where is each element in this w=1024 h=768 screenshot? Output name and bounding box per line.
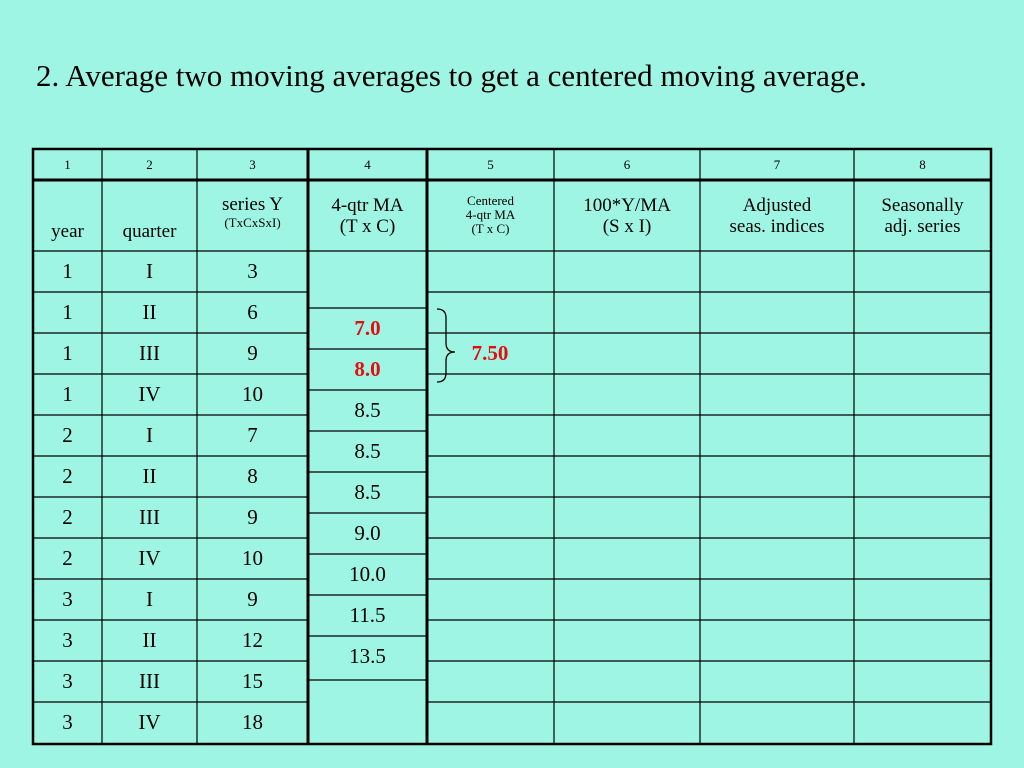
column-number-7: 7 — [773, 156, 781, 172]
header-year: year — [51, 220, 84, 242]
cell-series-y: 10 — [242, 381, 263, 406]
cell-series-y: 6 — [247, 299, 258, 324]
cell-quarter: II — [142, 299, 157, 324]
cell-quarter: I — [146, 586, 153, 611]
header-ratio-line2: (S x I) — [602, 216, 652, 237]
cell-quarter: III — [139, 504, 160, 529]
centered-value: 7.50 — [471, 341, 509, 366]
header-series-y: series Y (TxCxSxI) — [197, 188, 308, 238]
brace-icon — [436, 308, 456, 383]
header-ratio-line1: 100*Y/MA — [583, 195, 671, 217]
cell-year: 2 — [62, 504, 73, 529]
header-centered-line2: 4-qtr MA — [465, 206, 516, 222]
cell-year: 1 — [62, 299, 73, 324]
cell-moving-average: 7.0 — [354, 315, 381, 340]
cell-moving-average: 13.5 — [349, 643, 386, 668]
cell-quarter: III — [139, 668, 160, 693]
column-number-6: 6 — [623, 156, 631, 172]
cell-moving-average: 8.5 — [354, 397, 381, 422]
cell-moving-average: 11.5 — [349, 602, 386, 627]
cell-series-y: 9 — [247, 586, 258, 611]
header-4qtr-ma: 4-qtr MA (T x C) — [308, 188, 427, 246]
cell-year: 2 — [62, 463, 73, 488]
cell-quarter: IV — [138, 709, 161, 734]
cell-quarter: I — [146, 422, 153, 447]
cell-year: 3 — [62, 709, 73, 734]
cell-quarter: II — [142, 627, 157, 652]
cell-quarter: IV — [138, 545, 161, 570]
column-number-8: 8 — [919, 156, 926, 172]
cell-year: 3 — [62, 586, 73, 611]
column-number-3: 3 — [249, 156, 256, 172]
cell-year: 3 — [62, 668, 73, 693]
cell-series-y: 7 — [247, 422, 258, 447]
cell-quarter: III — [139, 340, 160, 365]
cell-quarter: II — [142, 463, 157, 488]
column-number-4: 4 — [364, 156, 371, 172]
header-4qtr-ma-line2: (T x C) — [339, 216, 396, 237]
header-seasonal-line2: adj. series — [884, 216, 961, 237]
header-centered-ma: Centered 4-qtr MA (T x C) — [427, 186, 554, 244]
header-series-y-label: series Y — [221, 194, 284, 216]
cell-moving-average: 9.0 — [354, 520, 381, 545]
header-seasonal: Seasonally adj. series — [854, 188, 991, 246]
cell-series-y: 3 — [247, 258, 258, 283]
cell-series-y: 18 — [242, 709, 263, 734]
cell-year: 1 — [62, 258, 73, 283]
cell-year: 1 — [62, 381, 73, 406]
column-number-5: 5 — [487, 156, 494, 172]
cell-moving-average: 10.0 — [349, 561, 386, 586]
header-centered-line1: Centered — [467, 192, 514, 208]
cell-series-y: 12 — [242, 627, 263, 652]
cell-year: 1 — [62, 340, 73, 365]
header-adjusted: Adjusted seas. indices — [700, 188, 854, 246]
cell-series-y: 8 — [247, 463, 258, 488]
cell-moving-average: 8.0 — [354, 356, 381, 381]
cell-year: 2 — [62, 545, 73, 570]
header-seasonal-line1: Seasonally — [881, 195, 964, 217]
cell-moving-average: 8.5 — [354, 479, 381, 504]
column-number-2: 2 — [146, 156, 153, 172]
header-adjusted-line2: seas. indices — [729, 216, 825, 237]
cell-series-y: 9 — [247, 504, 258, 529]
header-ratio: 100*Y/MA (S x I) — [554, 188, 700, 246]
column-number-1: 1 — [64, 156, 71, 172]
header-quarter: quarter — [122, 220, 177, 242]
header-adjusted-line1: Adjusted — [742, 195, 812, 217]
cell-series-y: 15 — [242, 668, 263, 693]
cell-year: 3 — [62, 627, 73, 652]
cell-series-y: 10 — [242, 545, 263, 570]
header-4qtr-ma-line1: 4-qtr MA — [331, 195, 404, 217]
cell-year: 2 — [62, 422, 73, 447]
cell-quarter: IV — [138, 381, 161, 406]
header-series-y-sub: (TxCxSxI) — [224, 215, 281, 231]
page-title: 2. Average two moving averages to get a … — [36, 58, 867, 93]
cell-series-y: 9 — [247, 340, 258, 365]
cell-quarter: I — [146, 258, 153, 283]
header-centered-line3: (T x C) — [471, 221, 510, 237]
cell-moving-average: 8.5 — [354, 438, 381, 463]
